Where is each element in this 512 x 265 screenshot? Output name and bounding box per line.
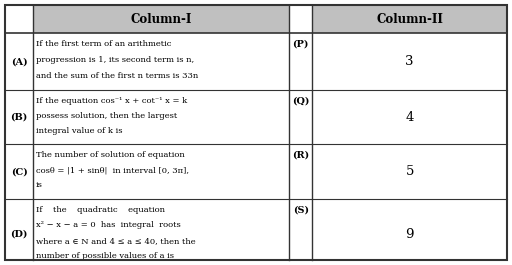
Text: (S): (S) bbox=[293, 205, 309, 214]
Text: (P): (P) bbox=[293, 40, 309, 49]
Polygon shape bbox=[33, 5, 289, 33]
Text: (Q): (Q) bbox=[292, 96, 309, 105]
Text: The number of solution of equation: The number of solution of equation bbox=[36, 151, 185, 159]
Text: If    the    quadratic    equation: If the quadratic equation bbox=[36, 206, 165, 214]
Text: Column-II: Column-II bbox=[376, 13, 443, 26]
Text: 9: 9 bbox=[406, 228, 414, 241]
Text: and the sum of the first n terms is 33n: and the sum of the first n terms is 33n bbox=[36, 72, 198, 80]
Text: integral value of k is: integral value of k is bbox=[36, 127, 122, 135]
Text: number of possible values of a is: number of possible values of a is bbox=[36, 252, 174, 260]
Text: (C): (C) bbox=[11, 167, 28, 176]
Text: is: is bbox=[36, 181, 42, 189]
Text: 3: 3 bbox=[406, 55, 414, 68]
Text: 4: 4 bbox=[406, 111, 414, 124]
Text: Column-I: Column-I bbox=[131, 13, 192, 26]
Text: (B): (B) bbox=[11, 113, 28, 122]
Text: (D): (D) bbox=[11, 230, 28, 239]
Text: If the equation cos⁻¹ x + cot⁻¹ x = k: If the equation cos⁻¹ x + cot⁻¹ x = k bbox=[36, 97, 187, 105]
Text: (A): (A) bbox=[11, 57, 28, 66]
Text: where a ∈ N and 4 ≤ a ≤ 40, then the: where a ∈ N and 4 ≤ a ≤ 40, then the bbox=[36, 237, 196, 245]
Polygon shape bbox=[312, 5, 507, 33]
Text: possess solution, then the largest: possess solution, then the largest bbox=[36, 112, 177, 120]
Text: cosθ = |1 + sinθ|  in interval [0, 3π],: cosθ = |1 + sinθ| in interval [0, 3π], bbox=[36, 166, 189, 174]
Text: If the first term of an arithmetic: If the first term of an arithmetic bbox=[36, 40, 171, 48]
Text: 5: 5 bbox=[406, 165, 414, 178]
Text: progression is 1, its second term is n,: progression is 1, its second term is n, bbox=[36, 56, 194, 64]
Text: (R): (R) bbox=[292, 151, 309, 160]
Text: x² − x − a = 0  has  integral  roots: x² − x − a = 0 has integral roots bbox=[36, 221, 181, 229]
